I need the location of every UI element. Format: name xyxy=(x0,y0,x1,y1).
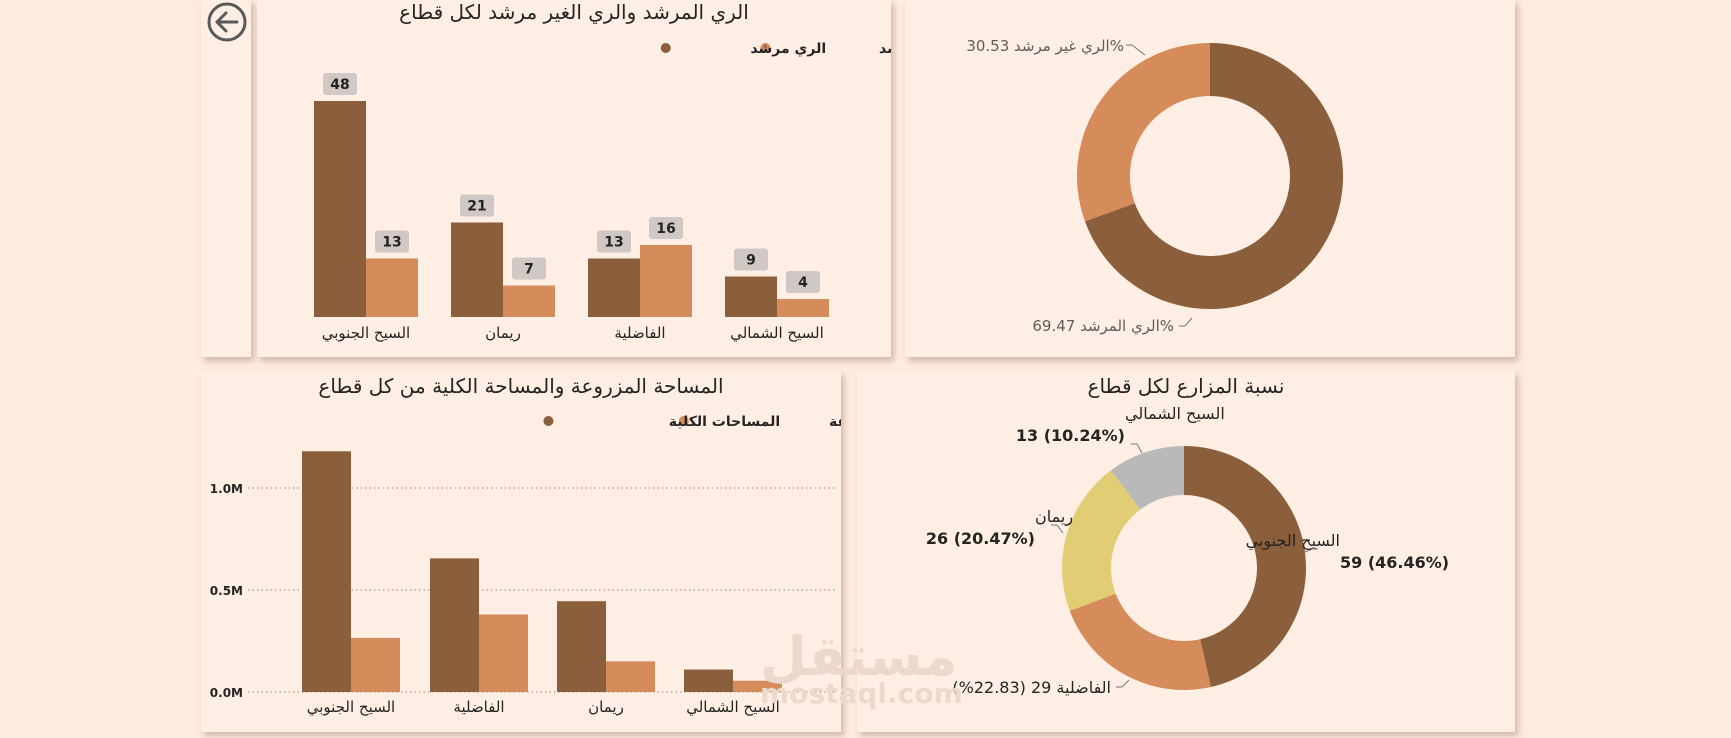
farms-label-name-0: السيح الجنوبي xyxy=(1246,531,1340,551)
irrigation-donut-panel: الري المرشد 69.47% الري غير مرشد 30.53% xyxy=(905,0,1515,357)
area-y-tick-0: 0.0M xyxy=(210,686,243,700)
irrigation-legend-dot-0 xyxy=(760,43,771,53)
farms-leader-1 xyxy=(1116,679,1130,688)
irrigation-bar-2-1 xyxy=(640,245,692,317)
irrigation-donut-slice-1 xyxy=(1077,43,1210,222)
farms-donut-panel: نسبة المزارع لكل قطاع السيح الجنوبي 59 (4… xyxy=(857,371,1515,732)
irrigation-bar-title: الري المرشد والري الغير مرشد لكل قطاع xyxy=(399,0,749,24)
irrigation-data-label-box-0-0 xyxy=(323,73,357,95)
irrigation-bar-0-0 xyxy=(314,101,366,317)
irrigation-leader-1 xyxy=(1126,44,1146,56)
irrigation-data-label-box-0-1 xyxy=(375,230,409,253)
farms-donut-slice-3 xyxy=(1110,446,1184,510)
area-legend-dot-0 xyxy=(678,416,689,426)
irrigation-data-label-box-3-1 xyxy=(786,271,820,293)
irrigation-data-label-box-2-0 xyxy=(597,230,631,253)
area-bar-0-1 xyxy=(351,637,400,692)
irrigation-x-tick-0: السيح الجنوبي xyxy=(322,324,410,343)
irrigation-donut-label-1: الري غير مرشد 30.53% xyxy=(966,37,1124,56)
irrigation-data-label-box-1-1 xyxy=(512,257,546,280)
farms-label-value-0: 59 (46.46%) xyxy=(1340,553,1449,572)
irrigation-data-label-box-3-0 xyxy=(734,248,768,271)
irrigation-bar-2-0 xyxy=(588,258,640,317)
irrigation-bar-1-0 xyxy=(451,222,503,317)
farms-donut-slice-0 xyxy=(1184,446,1306,687)
farms-leader-3 xyxy=(1131,443,1143,454)
irrigation-donut-chart: الري المرشد 69.47% الري غير مرشد 30.53% xyxy=(966,37,1343,336)
area-x-tick-1: الفاضلية xyxy=(453,698,504,716)
area-bar-1-0 xyxy=(430,558,479,692)
irrigation-bar-0-1 xyxy=(366,258,418,317)
farms-leader-2 xyxy=(1051,524,1064,534)
irrigation-x-tick-2: الفاضلية xyxy=(614,324,665,342)
irrigation-data-label-0-1: 13 xyxy=(382,235,401,251)
farms-donut-slice-1 xyxy=(1069,593,1211,690)
area-bar-3-0 xyxy=(684,669,733,692)
irrigation-data-label-2-0: 13 xyxy=(604,235,623,251)
farms-label-1: الفاضلية 29 (22.83%) xyxy=(952,678,1111,697)
area-bar-1-1 xyxy=(479,614,528,692)
watermark-arabic: مستقل xyxy=(760,625,958,688)
area-legend-dot-1 xyxy=(543,416,554,426)
watermark-latin: mostaql.com xyxy=(760,677,963,710)
irrigation-x-tick-3: السيح الشمالي xyxy=(730,324,824,343)
back-rail xyxy=(201,0,251,357)
irrigation-bar-3-0 xyxy=(725,276,777,317)
irrigation-donut-slice-0 xyxy=(1084,43,1343,309)
area-x-tick-2: ريمان xyxy=(588,698,624,716)
irrigation-data-label-box-2-1 xyxy=(649,217,683,239)
area-y-tick-2: 1.0M xyxy=(210,482,243,496)
irrigation-data-label-2-1: 16 xyxy=(656,221,675,237)
area-bar-title: المساحة المزروعة والمساحة الكلية من كل ق… xyxy=(318,374,724,398)
area-bar-chart: المساحات المزروعة المساحات الكلية 0.0M 0.5M… xyxy=(210,414,841,717)
farms-donut-slice-2 xyxy=(1062,470,1141,611)
farms-label-name-3: السيح الشمالي xyxy=(1125,404,1225,424)
irrigation-data-label-1-0: 21 xyxy=(467,199,486,215)
irrigation-data-label-3-1: 4 xyxy=(798,275,808,291)
irrigation-bar-3-1 xyxy=(777,299,829,317)
farms-leader-0 xyxy=(1304,548,1318,553)
irrigation-legend-label-0: الري غير مرشد xyxy=(879,41,891,58)
irrigation-legend-label-1: الري مرشد xyxy=(750,41,826,58)
farms-label-value-3: 13 (10.24%) xyxy=(1016,426,1125,445)
area-legend-label-0: المساحات المزروعة xyxy=(829,414,841,430)
area-x-tick-3: السيح الشمالي xyxy=(686,698,780,717)
area-legend-label-1: المساحات الكلية xyxy=(669,414,780,430)
area-bar-2-1 xyxy=(606,661,655,692)
irrigation-bar-panel: الري المرشد والري الغير مرشد لكل قطاع ال… xyxy=(257,0,891,357)
irrigation-x-tick-1: ريمان xyxy=(485,324,521,342)
back-arrow-icon[interactable] xyxy=(206,2,251,52)
irrigation-data-label-0-0: 48 xyxy=(330,77,349,93)
area-bar-2-0 xyxy=(557,601,606,692)
irrigation-legend-dot-1 xyxy=(660,43,671,53)
area-x-tick-0: السيح الجنوبي xyxy=(307,698,395,717)
irrigation-data-label-box-1-0 xyxy=(460,194,494,217)
area-bar-3-1 xyxy=(733,680,782,692)
irrigation-data-label-1-1: 7 xyxy=(524,262,534,278)
area-y-tick-1: 0.5M xyxy=(210,584,243,598)
irrigation-data-label-3-0: 9 xyxy=(746,253,756,269)
watermark: مستقل mostaql.com xyxy=(760,630,963,708)
irrigation-bar-1-1 xyxy=(503,285,555,317)
irrigation-leader-0 xyxy=(1179,317,1193,327)
irrigation-donut-label-0: الري المرشد 69.47% xyxy=(1032,317,1174,336)
area-bar-panel: المساحة المزروعة والمساحة الكلية من كل ق… xyxy=(201,371,841,732)
area-bar-0-0 xyxy=(302,451,351,692)
irrigation-bar-chart: الري غير مرشد الري مرشد 48 13 السيح الجنوبي 2… xyxy=(314,41,891,343)
farms-label-name-2: ريمان xyxy=(1035,507,1073,527)
farms-donut-title: نسبة المزارع لكل قطاع xyxy=(1087,374,1285,398)
farms-label-value-2: 26 (20.47%) xyxy=(926,529,1035,548)
